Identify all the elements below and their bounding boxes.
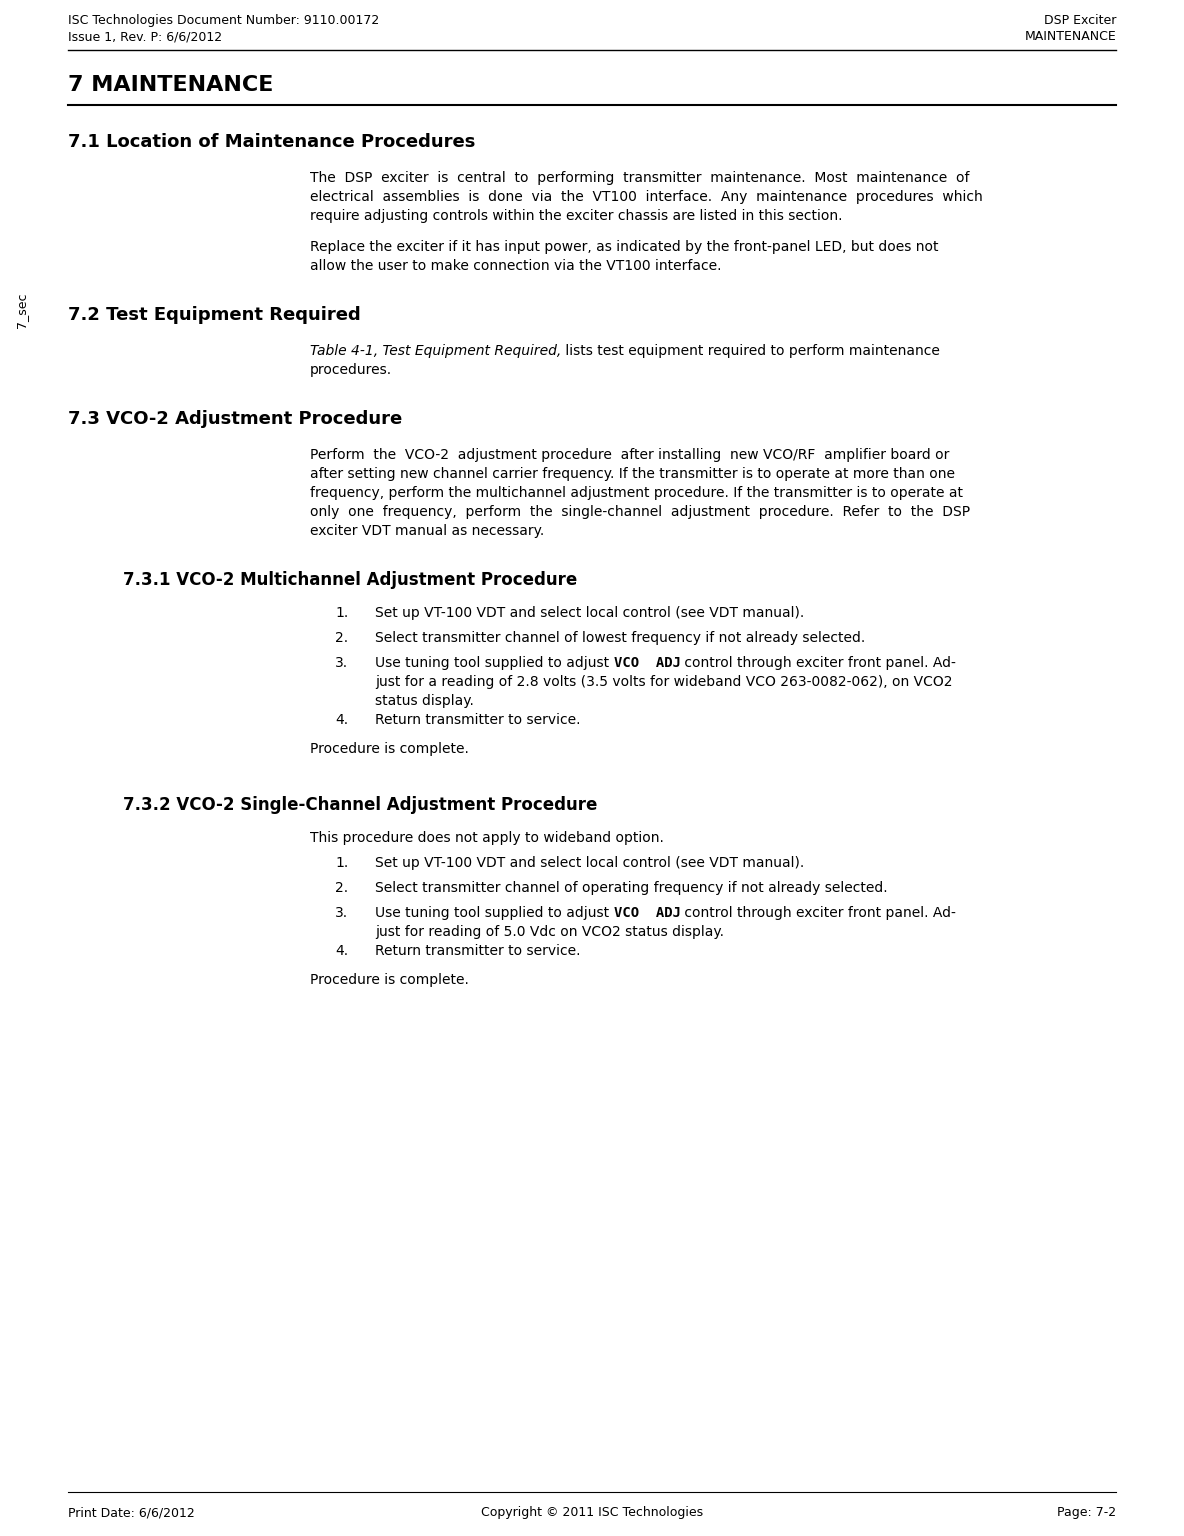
Text: just for a reading of 2.8 volts (3.5 volts for wideband VCO 263-0082-062), on VC: just for a reading of 2.8 volts (3.5 vol… [375,674,952,690]
Text: 7_sec: 7_sec [15,292,28,327]
Text: 7.2 Test Equipment Required: 7.2 Test Equipment Required [67,306,361,324]
Text: ISC Technologies Document Number: 9110.00172: ISC Technologies Document Number: 9110.0… [67,14,379,28]
Text: DSP Exciter: DSP Exciter [1043,14,1117,28]
Text: just for reading of 5.0 Vdc on VCO2 status display.: just for reading of 5.0 Vdc on VCO2 stat… [375,925,723,938]
Text: 1.: 1. [335,607,348,621]
Text: Procedure is complete.: Procedure is complete. [310,972,469,988]
Text: require adjusting controls within the exciter chassis are listed in this section: require adjusting controls within the ex… [310,209,843,223]
Text: after setting new channel carrier frequency. If the transmitter is to operate at: after setting new channel carrier freque… [310,467,955,481]
Text: control through exciter front panel. Ad-: control through exciter front panel. Ad- [681,656,957,670]
Text: 7.3.1 VCO-2 Multichannel Adjustment Procedure: 7.3.1 VCO-2 Multichannel Adjustment Proc… [123,571,578,588]
Text: Copyright © 2011 ISC Technologies: Copyright © 2011 ISC Technologies [481,1505,703,1519]
Text: 3.: 3. [335,906,348,920]
Text: Use tuning tool supplied to adjust: Use tuning tool supplied to adjust [375,906,613,920]
Text: Procedure is complete.: Procedure is complete. [310,742,469,756]
Text: VCO  ADJ: VCO ADJ [613,906,681,920]
Text: allow the user to make connection via the VT100 interface.: allow the user to make connection via th… [310,260,721,273]
Text: 4.: 4. [335,713,348,727]
Text: Return transmitter to service.: Return transmitter to service. [375,713,580,727]
Text: Select transmitter channel of operating frequency if not already selected.: Select transmitter channel of operating … [375,882,888,895]
Text: The  DSP  exciter  is  central  to  performing  transmitter  maintenance.  Most : The DSP exciter is central to performing… [310,170,970,184]
Text: 7.3 VCO-2 Adjustment Procedure: 7.3 VCO-2 Adjustment Procedure [67,410,403,429]
Text: Table 4-1, Test Equipment Required,: Table 4-1, Test Equipment Required, [310,344,561,358]
Text: MAINTENANCE: MAINTENANCE [1024,31,1117,43]
Text: 7.3.2 VCO-2 Single-Channel Adjustment Procedure: 7.3.2 VCO-2 Single-Channel Adjustment Pr… [123,796,598,814]
Text: Issue 1, Rev. P: 6/6/2012: Issue 1, Rev. P: 6/6/2012 [67,31,223,43]
Text: Set up VT-100 VDT and select local control (see VDT manual).: Set up VT-100 VDT and select local contr… [375,856,804,869]
Text: Replace the exciter if it has input power, as indicated by the front-panel LED, : Replace the exciter if it has input powe… [310,240,939,253]
Text: 2.: 2. [335,882,348,895]
Text: control through exciter front panel. Ad-: control through exciter front panel. Ad- [681,906,957,920]
Text: procedures.: procedures. [310,362,392,376]
Text: 3.: 3. [335,656,348,670]
Text: This procedure does not apply to wideband option.: This procedure does not apply to wideban… [310,831,664,845]
Text: electrical  assemblies  is  done  via  the  VT100  interface.  Any  maintenance : electrical assemblies is done via the VT… [310,190,983,204]
Text: exciter VDT manual as necessary.: exciter VDT manual as necessary. [310,524,545,538]
Text: status display.: status display. [375,694,474,708]
Text: 4.: 4. [335,945,348,958]
Text: lists test equipment required to perform maintenance: lists test equipment required to perform… [561,344,940,358]
Text: Print Date: 6/6/2012: Print Date: 6/6/2012 [67,1505,194,1519]
Text: 2.: 2. [335,631,348,645]
Text: Return transmitter to service.: Return transmitter to service. [375,945,580,958]
Text: only  one  frequency,  perform  the  single-channel  adjustment  procedure.  Ref: only one frequency, perform the single-c… [310,505,970,519]
Text: 7 MAINTENANCE: 7 MAINTENANCE [67,75,274,95]
Text: 1.: 1. [335,856,348,869]
Text: Set up VT-100 VDT and select local control (see VDT manual).: Set up VT-100 VDT and select local contr… [375,607,804,621]
Text: Use tuning tool supplied to adjust: Use tuning tool supplied to adjust [375,656,613,670]
Text: VCO  ADJ: VCO ADJ [613,656,681,670]
Text: 7.1 Location of Maintenance Procedures: 7.1 Location of Maintenance Procedures [67,134,475,151]
Text: Page: 7-2: Page: 7-2 [1057,1505,1117,1519]
Text: Select transmitter channel of lowest frequency if not already selected.: Select transmitter channel of lowest fre… [375,631,866,645]
Text: Perform  the  VCO-2  adjustment procedure  after installing  new VCO/RF  amplifi: Perform the VCO-2 adjustment procedure a… [310,449,950,462]
Text: frequency, perform the multichannel adjustment procedure. If the transmitter is : frequency, perform the multichannel adju… [310,485,963,501]
